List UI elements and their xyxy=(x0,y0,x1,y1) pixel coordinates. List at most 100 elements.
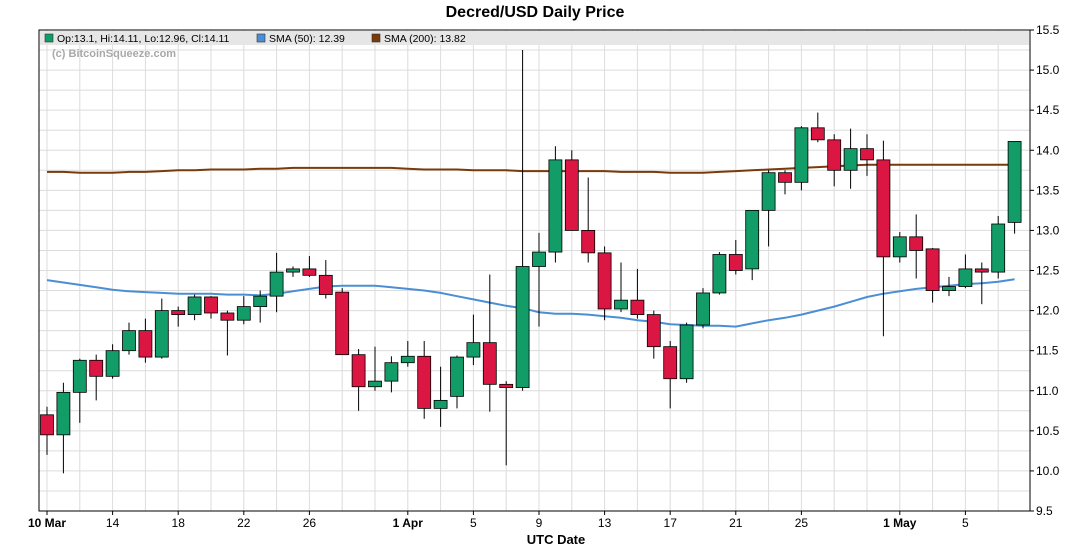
candle-body xyxy=(171,310,186,315)
candle-body xyxy=(778,172,792,183)
y-tick-label: 13.5 xyxy=(1036,183,1060,197)
candle-body xyxy=(860,148,874,161)
sma50-line xyxy=(46,278,1015,328)
candles xyxy=(40,50,1022,474)
candle-body xyxy=(138,330,153,358)
candle-body xyxy=(728,254,743,271)
x-tick-label: 10 Mar xyxy=(28,516,66,530)
x-tick-label: 18 xyxy=(172,516,186,530)
candle-body xyxy=(154,310,169,358)
candle-body xyxy=(515,266,530,388)
candle-body xyxy=(532,251,546,267)
x-axis: 10 Mar 14 18 22 26 1 Apr 5 9 13 17 21 25 1 May 5 xyxy=(28,511,969,530)
watermark: (c) BitcoinSqueeze.com xyxy=(52,48,176,60)
candle-body xyxy=(253,295,268,307)
legend-sma200: SMA (200): 13.82 xyxy=(384,33,466,45)
candle-body xyxy=(794,127,809,183)
candle-body xyxy=(564,159,579,231)
grid xyxy=(39,29,1030,512)
candle-body xyxy=(974,268,989,273)
candle-body xyxy=(204,296,218,314)
candle-body xyxy=(40,414,54,436)
legend-swatch-sma50 xyxy=(256,33,266,43)
candle-body xyxy=(581,230,596,254)
x-tick-label: 13 xyxy=(598,516,612,530)
candle-body xyxy=(499,383,514,388)
y-tick-label: 10.5 xyxy=(1036,424,1060,438)
y-axis: 9.5 10.0 10.5 11.0 11.5 12.0 12.5 13.0 13.5 14.0 1… xyxy=(1030,23,1060,518)
x-tick-label: 9 xyxy=(536,516,543,530)
candle-body xyxy=(909,236,924,251)
candle-body xyxy=(220,312,235,321)
legend-swatch-ohlc xyxy=(44,33,54,43)
x-tick-label: 25 xyxy=(795,516,809,530)
candle-body xyxy=(466,342,481,358)
candle-body xyxy=(646,314,661,348)
y-tick-label: 15.0 xyxy=(1036,63,1060,77)
y-tick-label: 11.5 xyxy=(1036,344,1059,358)
x-tick-label: 17 xyxy=(664,516,678,530)
candle-body xyxy=(991,223,1006,273)
candle-body xyxy=(630,299,645,315)
candle-body xyxy=(827,139,842,171)
candle-body xyxy=(417,355,432,409)
candle-body xyxy=(958,268,973,287)
x-tick-label: 21 xyxy=(729,516,743,530)
candle-body xyxy=(663,346,678,380)
y-tick-label: 11.0 xyxy=(1036,384,1059,398)
candle-body xyxy=(318,274,333,295)
candle-body xyxy=(400,355,415,364)
x-tick-label: 22 xyxy=(237,516,251,530)
candle-body xyxy=(548,159,563,253)
x-tick-label: 5 xyxy=(962,516,969,530)
legend-ohlc: Op:13.1, Hi:14.11, Lo:12.96, Cl:14.11 xyxy=(57,33,230,45)
candle-body xyxy=(761,172,776,211)
candle-body xyxy=(892,236,907,258)
sma200-line xyxy=(47,163,1015,174)
x-axis-label: UTC Date xyxy=(527,532,586,546)
candle-body xyxy=(745,209,760,270)
chart-title: Decred/USD Daily Price xyxy=(446,4,625,21)
candle-body xyxy=(925,248,940,291)
candle-body xyxy=(105,350,120,377)
y-tick-label: 12.5 xyxy=(1036,264,1060,278)
x-tick-label: 1 May xyxy=(883,516,917,530)
candle-body xyxy=(187,296,202,315)
sma50-series xyxy=(46,278,1015,328)
y-tick-label: 13.0 xyxy=(1036,223,1060,237)
candle-body xyxy=(1007,141,1022,223)
candle-body xyxy=(286,268,300,273)
candle-body xyxy=(482,342,497,385)
candle-body xyxy=(614,299,628,310)
candle-body xyxy=(236,306,251,321)
candle-body xyxy=(696,292,710,326)
y-tick-label: 14.5 xyxy=(1036,103,1060,117)
candle-body xyxy=(384,362,399,382)
y-tick-label: 10.0 xyxy=(1036,464,1060,478)
candle-body xyxy=(876,159,891,258)
y-tick-label: 12.0 xyxy=(1036,304,1060,318)
legend: Op:13.1, Hi:14.11, Lo:12.96, Cl:14.11 SM… xyxy=(40,31,1029,60)
x-tick-label: 26 xyxy=(303,516,317,530)
candle-body xyxy=(122,330,136,352)
legend-sma50: SMA (50): 12.39 xyxy=(269,33,345,45)
y-tick-label: 14.0 xyxy=(1036,143,1060,157)
sma200-series xyxy=(47,163,1015,174)
candle-body xyxy=(712,254,727,294)
candle-body xyxy=(843,148,858,171)
candle-body xyxy=(89,359,104,377)
candle-body xyxy=(433,399,448,409)
x-tick-label: 14 xyxy=(106,516,120,530)
candle-body xyxy=(335,291,350,356)
candle-body xyxy=(942,286,956,291)
x-tick-label: 5 xyxy=(470,516,477,530)
candle-body xyxy=(450,356,464,397)
candle-body xyxy=(269,271,284,297)
candle-body xyxy=(368,380,382,388)
legend-swatch-sma200 xyxy=(371,33,381,43)
x-tick-label: 1 Apr xyxy=(393,516,424,530)
candle-body xyxy=(302,268,317,276)
candle-body xyxy=(679,324,694,380)
